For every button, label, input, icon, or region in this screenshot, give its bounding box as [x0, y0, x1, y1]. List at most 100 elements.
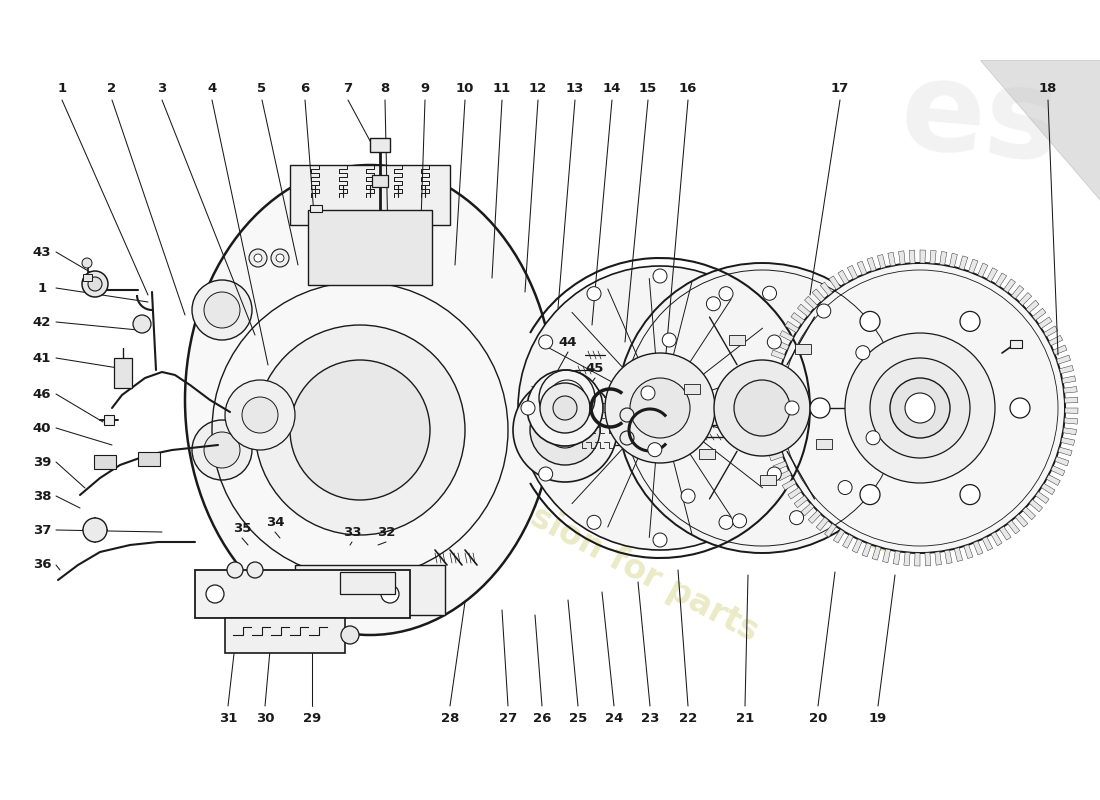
Text: 21: 21	[736, 711, 755, 725]
Polygon shape	[1062, 376, 1076, 383]
Text: es: es	[895, 53, 1065, 187]
Circle shape	[276, 254, 284, 262]
Polygon shape	[794, 496, 807, 508]
Polygon shape	[788, 487, 802, 499]
Polygon shape	[1030, 499, 1043, 512]
Circle shape	[133, 315, 151, 333]
Bar	[760, 474, 777, 485]
Circle shape	[768, 467, 781, 481]
Circle shape	[82, 258, 92, 268]
Circle shape	[960, 485, 980, 505]
Text: 17: 17	[830, 82, 849, 94]
Polygon shape	[904, 552, 910, 566]
Polygon shape	[982, 537, 992, 550]
Polygon shape	[764, 433, 778, 440]
Circle shape	[530, 395, 600, 465]
Circle shape	[248, 562, 263, 578]
Polygon shape	[847, 266, 858, 279]
Polygon shape	[762, 413, 776, 418]
Polygon shape	[1012, 286, 1024, 298]
Polygon shape	[910, 250, 915, 263]
Circle shape	[341, 626, 359, 644]
Text: 22: 22	[679, 711, 697, 725]
Polygon shape	[987, 268, 998, 282]
Circle shape	[587, 286, 601, 301]
Circle shape	[681, 489, 695, 503]
Polygon shape	[996, 273, 1006, 286]
Circle shape	[192, 280, 252, 340]
Polygon shape	[1044, 326, 1058, 337]
Polygon shape	[1059, 366, 1074, 374]
Polygon shape	[969, 259, 978, 273]
Polygon shape	[1003, 279, 1015, 293]
Polygon shape	[1042, 483, 1055, 494]
Polygon shape	[780, 330, 793, 342]
Circle shape	[521, 401, 535, 415]
Polygon shape	[959, 256, 968, 270]
Text: 40: 40	[33, 422, 52, 434]
Circle shape	[734, 380, 790, 436]
Circle shape	[860, 311, 880, 331]
Polygon shape	[1015, 514, 1027, 527]
Circle shape	[653, 269, 667, 283]
Polygon shape	[801, 503, 814, 516]
Polygon shape	[812, 289, 825, 302]
Text: a passion for parts: a passion for parts	[436, 452, 764, 648]
Circle shape	[860, 485, 880, 505]
Text: 37: 37	[33, 523, 52, 537]
Text: 26: 26	[532, 711, 551, 725]
Text: 32: 32	[377, 526, 395, 538]
Text: 36: 36	[33, 558, 52, 571]
Circle shape	[82, 271, 108, 297]
Text: 44: 44	[559, 335, 578, 349]
Circle shape	[762, 286, 777, 300]
Polygon shape	[914, 553, 920, 566]
Polygon shape	[1019, 293, 1032, 306]
Circle shape	[605, 353, 715, 463]
Bar	[795, 344, 812, 354]
Text: 29: 29	[302, 711, 321, 725]
Polygon shape	[834, 530, 845, 543]
Circle shape	[960, 311, 980, 331]
Circle shape	[776, 263, 1065, 553]
Circle shape	[845, 333, 996, 483]
Circle shape	[255, 325, 465, 535]
Polygon shape	[778, 470, 791, 481]
Text: 34: 34	[266, 515, 284, 529]
Circle shape	[553, 396, 578, 420]
Polygon shape	[882, 549, 891, 562]
Text: 1: 1	[37, 282, 46, 294]
Polygon shape	[763, 381, 777, 388]
Text: 12: 12	[529, 82, 547, 94]
Polygon shape	[857, 261, 867, 275]
Text: 3: 3	[157, 82, 166, 94]
Circle shape	[630, 378, 690, 438]
Polygon shape	[980, 60, 1100, 200]
Bar	[195, 570, 410, 618]
Bar	[372, 175, 388, 187]
Polygon shape	[925, 553, 931, 566]
Text: 10: 10	[455, 82, 474, 94]
Circle shape	[653, 533, 667, 547]
Text: 46: 46	[33, 387, 52, 401]
Polygon shape	[1000, 526, 1011, 540]
Circle shape	[227, 562, 243, 578]
Ellipse shape	[185, 165, 556, 635]
Polygon shape	[1064, 418, 1078, 424]
Text: 23: 23	[641, 711, 659, 725]
Polygon shape	[804, 296, 817, 309]
Text: 30: 30	[255, 711, 274, 725]
Text: 11: 11	[493, 82, 512, 94]
Polygon shape	[878, 254, 886, 268]
Circle shape	[838, 481, 853, 494]
Polygon shape	[776, 340, 789, 350]
Circle shape	[539, 467, 552, 481]
Polygon shape	[782, 479, 796, 490]
Text: 6: 6	[300, 82, 309, 94]
Circle shape	[271, 249, 289, 267]
Polygon shape	[843, 534, 854, 548]
Text: 35: 35	[233, 522, 251, 534]
Circle shape	[785, 401, 799, 415]
Circle shape	[547, 412, 583, 448]
Circle shape	[617, 263, 907, 553]
